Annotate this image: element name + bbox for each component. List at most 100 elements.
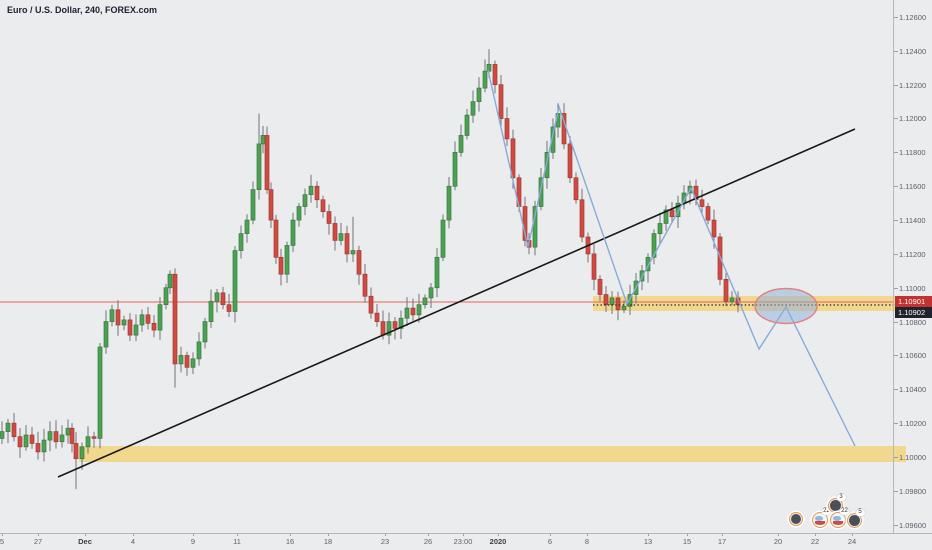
price-zone-1.1090[interactable] bbox=[593, 296, 906, 311]
candle-up bbox=[550, 126, 556, 153]
candle-up bbox=[675, 202, 681, 218]
candle-down bbox=[172, 273, 178, 365]
target-ellipse[interactable] bbox=[754, 287, 818, 325]
candle-up bbox=[65, 427, 71, 436]
candle-down bbox=[314, 185, 320, 201]
candle-down bbox=[498, 84, 504, 119]
candle-up bbox=[651, 233, 657, 258]
price-tick-mark bbox=[894, 491, 898, 492]
time-tick-mark bbox=[38, 533, 39, 536]
time-axis-separator bbox=[0, 533, 932, 534]
reaction-emoji-icon[interactable]: 22 bbox=[830, 508, 849, 528]
candle-up bbox=[386, 321, 392, 336]
candle-down bbox=[278, 256, 284, 275]
time-axis[interactable]: 5 27 Dec 4 9 11 16 18 23 26 23:00 2020 6 8 13 15 17 20 22 2… bbox=[0, 533, 932, 550]
price-axis[interactable]: 1.12600 1.12400 1.12200 1.12000 1.11800 1.116… bbox=[894, 0, 932, 533]
candle-down bbox=[591, 253, 597, 280]
time-tick-label: 26 bbox=[423, 537, 433, 546]
zigzag-projection-line[interactable] bbox=[487, 69, 856, 447]
price-tick-label: 1.09600 bbox=[899, 521, 927, 530]
candle-up bbox=[482, 70, 488, 89]
candle-up bbox=[416, 304, 422, 316]
candle-down bbox=[127, 319, 133, 336]
time-tick-mark bbox=[587, 533, 588, 536]
price-chart-canvas[interactable] bbox=[0, 0, 932, 533]
candle-up bbox=[85, 436, 91, 448]
time-tick-mark bbox=[85, 533, 86, 536]
candle-down bbox=[145, 314, 151, 324]
candle-up bbox=[244, 219, 250, 234]
candle-down bbox=[567, 143, 573, 179]
candle-down bbox=[264, 135, 270, 190]
price-tick-mark bbox=[894, 389, 898, 390]
candle-up bbox=[470, 101, 476, 116]
candle-down bbox=[151, 322, 157, 331]
candle-up bbox=[284, 245, 290, 275]
price-tick-mark bbox=[894, 525, 898, 526]
price-tick-mark bbox=[894, 423, 898, 424]
price-tick-label: 1.11600 bbox=[899, 182, 926, 191]
price-tick-mark bbox=[894, 355, 898, 356]
candle-down bbox=[362, 273, 368, 297]
time-tick-mark bbox=[328, 533, 329, 536]
price-tick-label: 1.10600 bbox=[899, 351, 927, 360]
time-tick-label: 24 bbox=[847, 537, 857, 546]
candle-up bbox=[657, 223, 663, 234]
candle-down bbox=[392, 321, 398, 329]
time-tick-label: Dec bbox=[78, 537, 92, 546]
time-tick-label: 4 bbox=[130, 537, 136, 546]
candle-up bbox=[434, 256, 440, 289]
reaction-avatar-icon[interactable] bbox=[789, 512, 803, 526]
candle-up bbox=[302, 194, 308, 207]
time-tick-mark bbox=[648, 533, 649, 536]
candle-up bbox=[157, 304, 163, 331]
time-tick-mark bbox=[815, 533, 816, 536]
candle-up bbox=[609, 297, 615, 306]
candle-up bbox=[308, 185, 314, 196]
candle-down bbox=[356, 250, 362, 275]
candle-up bbox=[139, 314, 145, 326]
candle-up bbox=[296, 206, 302, 221]
candle-up bbox=[59, 434, 65, 443]
reaction-emoji-icon[interactable]: 22 bbox=[812, 508, 831, 528]
candle-up bbox=[621, 306, 627, 311]
time-tick-mark bbox=[385, 533, 386, 536]
symbol-title[interactable]: Euro / U.S. Dollar, 240, FOREX.com bbox=[7, 5, 158, 15]
price-tick-label: 1.12400 bbox=[899, 47, 927, 56]
time-tick-label: 23:00 bbox=[453, 537, 473, 546]
price-tick-mark bbox=[894, 254, 898, 255]
reaction-avatar-icon[interactable]: 5 bbox=[846, 508, 865, 528]
time-tick-label: 20 bbox=[773, 537, 783, 546]
price-tick-mark bbox=[894, 17, 898, 18]
candle-up bbox=[350, 250, 356, 255]
candle-up bbox=[260, 135, 266, 145]
candle-up bbox=[440, 219, 446, 258]
candle-down bbox=[29, 434, 35, 444]
candle-down bbox=[711, 219, 717, 238]
candle-down bbox=[573, 177, 579, 201]
candle-up bbox=[79, 446, 85, 460]
candle-up bbox=[41, 439, 47, 453]
time-tick-mark bbox=[498, 533, 499, 536]
time-tick-mark bbox=[2, 533, 3, 536]
candle-up bbox=[446, 185, 452, 221]
candle-down bbox=[320, 199, 326, 212]
time-tick-label: 6 bbox=[547, 537, 553, 546]
candle-up bbox=[645, 256, 651, 272]
candle-up bbox=[47, 431, 53, 441]
candle-down bbox=[344, 233, 350, 255]
candle-down bbox=[220, 292, 226, 306]
support-zone-1.1000[interactable] bbox=[79, 446, 906, 462]
time-tick-mark bbox=[852, 533, 853, 536]
candle-down bbox=[69, 427, 75, 444]
price-axis-separator bbox=[893, 0, 894, 533]
price-tick-mark bbox=[894, 118, 898, 119]
price-tick-mark bbox=[894, 457, 898, 458]
candle-up bbox=[5, 422, 11, 432]
candle-down bbox=[17, 436, 23, 448]
candle-up bbox=[256, 143, 262, 190]
ascending-trendline[interactable] bbox=[57, 128, 856, 478]
candle-down bbox=[410, 307, 416, 316]
price-tick-mark bbox=[894, 220, 898, 221]
